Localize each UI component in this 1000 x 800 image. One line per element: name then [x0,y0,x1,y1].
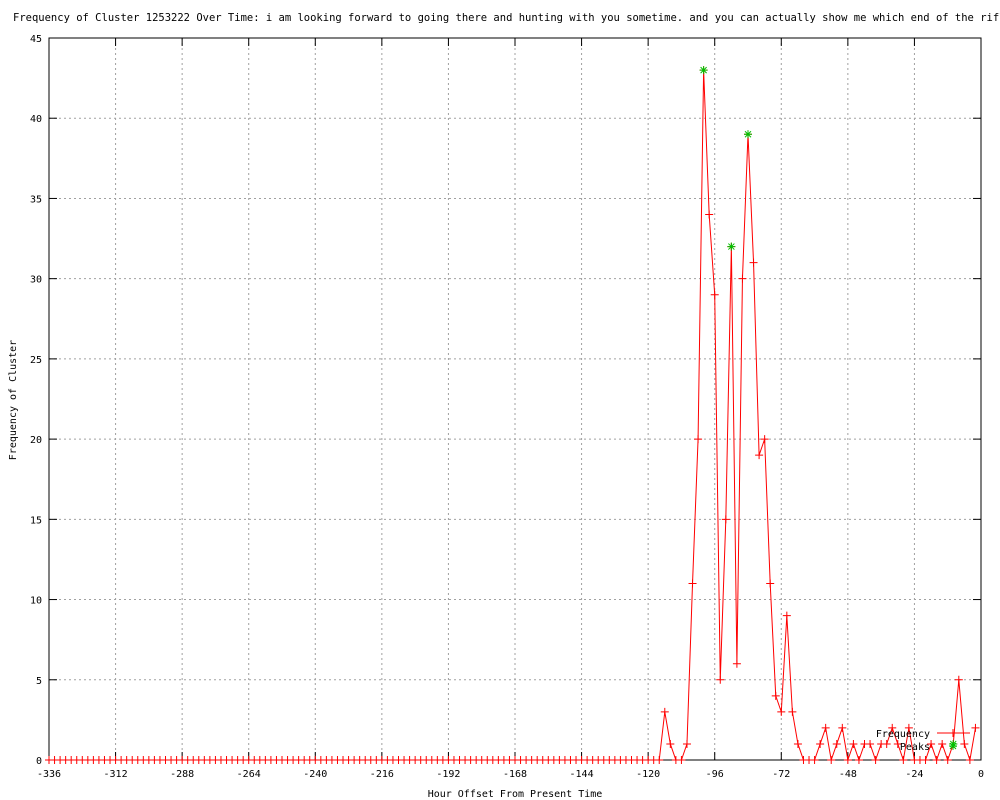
frequency-point [710,290,719,299]
frequency-point [849,739,858,748]
frequency-point [793,739,802,748]
x-tick-label: -192 [436,769,460,780]
frequency-point [832,739,841,748]
y-tick-label: 0 [36,756,42,767]
x-tick-label: -72 [772,769,790,780]
frequency-point [666,739,675,748]
frequency-point [938,739,947,748]
frequency-point [749,258,758,267]
y-tick-label: 40 [30,114,42,125]
frequency-point [921,756,930,764]
x-tick-label: -24 [905,769,923,780]
x-tick-label: -288 [170,769,194,780]
frequency-point [660,707,669,716]
frequency-point [838,723,847,732]
x-tick-label: -312 [104,769,128,780]
frequency-point [755,451,764,460]
x-tick-label: -264 [237,769,261,780]
frequency-line [49,70,976,762]
y-tick-label: 25 [30,355,42,366]
x-tick-label: -48 [839,769,857,780]
y-tick-label: 10 [30,596,42,607]
y-tick-label: 30 [30,275,42,286]
frequency-point [882,739,891,748]
y-tick-label: 20 [30,435,42,446]
frequency-point [971,723,980,732]
x-tick-label: -216 [370,769,394,780]
frequency-point [932,756,941,764]
frequency-point [866,739,875,748]
chart-title: Frequency of Cluster 1253222 Over Time: … [13,12,1000,24]
frequency-point [771,691,780,700]
grid [49,38,981,760]
frequency-point [688,579,697,588]
frequency-point [954,675,963,684]
y-axis-label: Frequency of Cluster [8,340,19,460]
legend: Frequency Peaks [876,729,970,753]
frequency-point [782,611,791,620]
frequency-point [682,739,691,748]
y-tick-label: 45 [30,34,42,45]
legend-label-frequency: Frequency [876,729,930,740]
frequency-point [899,756,908,764]
frequency-point [655,756,664,764]
frequency-point [888,723,897,732]
x-tick-label: -336 [37,769,61,780]
legend-label-peaks: Peaks [900,742,930,753]
x-tick-label: -96 [706,769,724,780]
x-tick-label: 0 [978,769,984,780]
frequency-point [821,723,830,732]
frequency-point [871,756,880,764]
frequency-point [965,756,974,764]
frequency-point [705,210,714,219]
peak-point [727,242,736,251]
frequency-point [904,723,913,732]
y-tick-label: 5 [36,676,42,687]
frequency-point [816,739,825,748]
legend-marker-frequency [949,729,957,737]
frequency-point [788,707,797,716]
frequency-point [716,675,725,684]
y-tick-label: 15 [30,515,42,526]
series [45,66,980,764]
x-tick-label: -240 [303,769,327,780]
frequency-point [810,756,819,764]
frequency-point [721,515,730,524]
frequency-point [760,435,769,444]
frequency-point [777,707,786,716]
x-tick-label: -120 [636,769,660,780]
x-tick-label: -168 [503,769,527,780]
frequency-point [960,739,969,748]
frequency-point [893,739,902,748]
frequency-point [843,756,852,764]
frequency-point [854,756,863,764]
frequency-point [927,739,936,748]
x-tick-label: -144 [570,769,594,780]
peak-point [699,66,708,75]
peak-point [744,130,752,139]
frequency-point [943,756,952,764]
frequency-point [827,756,836,764]
frequency-point [732,659,741,668]
frequency-point [738,274,747,283]
frequency-point [677,756,686,764]
x-axis-label: Hour Offset From Present Time [428,789,603,800]
y-tick-label: 35 [30,194,42,205]
frequency-point [694,435,703,444]
legend-marker-peaks [949,742,957,750]
frequency-point [766,579,775,588]
